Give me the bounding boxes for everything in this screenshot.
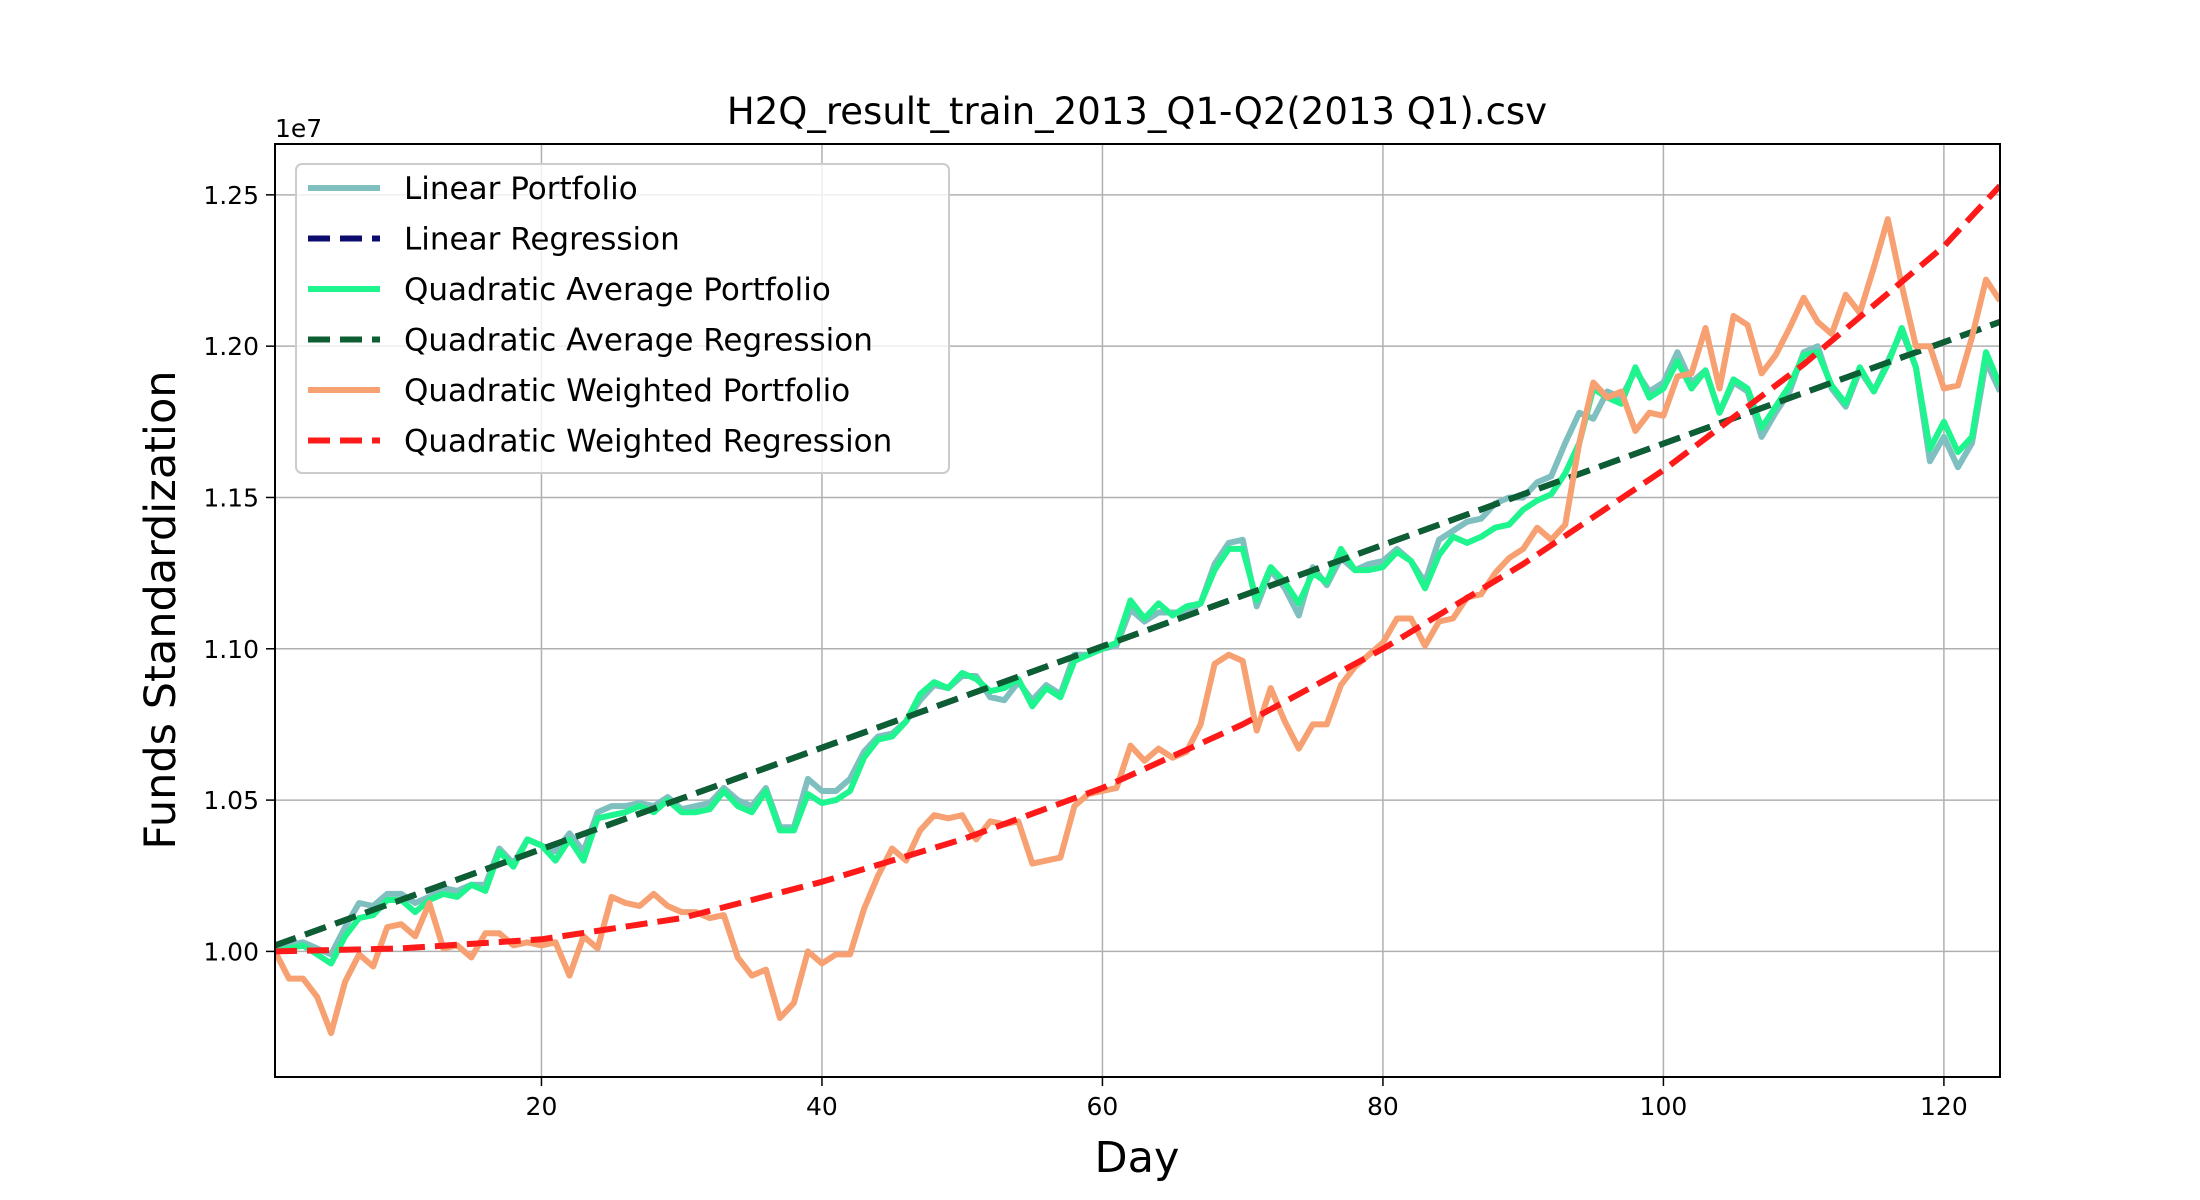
series-line-4	[275, 216, 2000, 1037]
y-tick-label: 1.05	[203, 786, 259, 815]
x-tick-label: 20	[526, 1092, 558, 1121]
legend-label: Linear Regression	[404, 222, 680, 258]
y-tick-label: 1.25	[203, 181, 259, 210]
series-line-5	[275, 183, 2000, 955]
legend-label: Quadratic Average Regression	[404, 323, 873, 359]
y-offset-label: 1e7	[275, 114, 322, 143]
x-axis: 20 40 60 80 100 120	[526, 1077, 1968, 1121]
y-tick-label: 1.20	[203, 332, 259, 361]
legend-label: Linear Portfolio	[404, 171, 638, 207]
legend-box	[295, 163, 950, 474]
x-axis-label: Day	[1095, 1133, 1180, 1183]
x-tick-label: 80	[1367, 1092, 1399, 1121]
x-tick-label: 40	[806, 1092, 838, 1121]
legend: Linear Portfolio Linear Regression Quadrat…	[295, 163, 950, 474]
y-tick-label: 1.15	[203, 483, 259, 512]
y-axis: 1.00 1.05 1.10 1.15 1.20 1.25	[203, 181, 275, 966]
series-layer	[275, 183, 2000, 1037]
legend-label: Quadratic Weighted Regression	[404, 424, 892, 460]
x-tick-label: 60	[1087, 1092, 1119, 1121]
x-tick-label: 120	[1920, 1092, 1968, 1121]
y-tick-label: 1.10	[203, 635, 259, 664]
plot-frame	[274, 143, 2001, 1078]
y-tick-label: 1.00	[203, 937, 259, 966]
series-line-2	[275, 325, 2000, 967]
x-tick-label: 100	[1640, 1092, 1688, 1121]
legend-label: Quadratic Average Portfolio	[404, 272, 831, 308]
series-line-3	[275, 319, 2000, 949]
chart-title: H2Q_result_train_2013_Q1-Q2(2013 Q1).csv	[727, 90, 1547, 133]
legend-label: Quadratic Weighted Portfolio	[404, 373, 850, 409]
y-axis-label: Funds Standardization	[136, 370, 186, 849]
